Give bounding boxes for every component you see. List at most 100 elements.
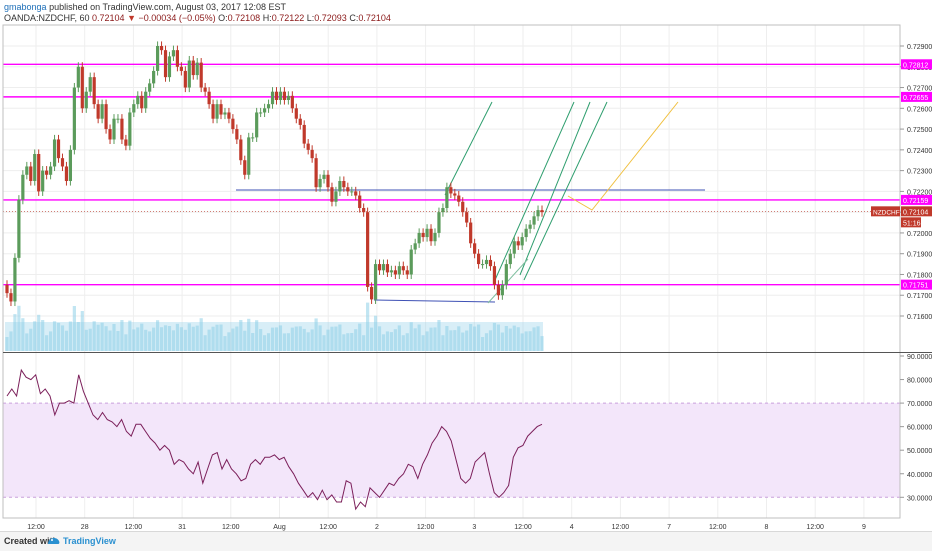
candle-body bbox=[302, 124, 306, 144]
candle-body bbox=[159, 46, 164, 51]
candle-body bbox=[445, 187, 449, 209]
volume-bar bbox=[274, 327, 279, 351]
candle-body bbox=[64, 166, 69, 182]
candle-body bbox=[366, 212, 370, 287]
open-value: 0.72108 bbox=[227, 13, 261, 23]
candle-body bbox=[5, 284, 9, 294]
volume-bar bbox=[433, 327, 437, 351]
level-price-tag bbox=[901, 91, 932, 102]
tradingview-brand-link[interactable]: TradingView bbox=[63, 536, 116, 546]
volume-bar bbox=[80, 311, 84, 351]
time-tick-label: 8 bbox=[765, 524, 769, 531]
candle-body bbox=[163, 50, 168, 78]
volume-bar bbox=[120, 320, 124, 351]
candle-body bbox=[421, 232, 425, 238]
candle-body bbox=[175, 50, 180, 67]
author-link[interactable]: gmabonga bbox=[4, 2, 47, 12]
candle-body bbox=[282, 91, 287, 101]
candle-body bbox=[231, 118, 235, 130]
candle-body bbox=[100, 104, 104, 119]
time-tick-label: 12:00 bbox=[319, 524, 337, 531]
published-text: published on TradingView.com, August 03,… bbox=[49, 2, 287, 12]
volume-bar bbox=[492, 322, 497, 351]
price-tick-label: 0.72000 bbox=[907, 231, 932, 238]
candle-body bbox=[465, 212, 469, 223]
volume-bar bbox=[262, 335, 267, 351]
volume-bar bbox=[21, 318, 25, 351]
symbol-tag bbox=[871, 206, 900, 217]
candle-body bbox=[155, 46, 160, 71]
level-price-label: 0.72655 bbox=[903, 95, 928, 102]
candle-body bbox=[72, 87, 76, 150]
volume-bar bbox=[219, 324, 223, 351]
volume-bar bbox=[294, 326, 298, 351]
candle-body bbox=[469, 222, 473, 244]
volume-bar bbox=[437, 320, 441, 351]
candle-body bbox=[350, 191, 354, 193]
candle-body bbox=[88, 77, 92, 92]
symbol-tag-label: NZDCHF bbox=[873, 209, 900, 216]
volume-bar bbox=[421, 335, 425, 351]
candle-body bbox=[112, 118, 116, 140]
candle-body bbox=[152, 70, 156, 84]
price-tick-label: 0.71900 bbox=[907, 252, 932, 259]
green-channel-line bbox=[444, 101, 493, 196]
candle-body bbox=[480, 264, 485, 266]
candles bbox=[5, 41, 544, 307]
volume-bar bbox=[457, 326, 461, 351]
volume-bar bbox=[373, 315, 378, 351]
volume-bar bbox=[68, 321, 73, 351]
close-value: 0.72104 bbox=[358, 13, 391, 23]
horizontal-levels[interactable] bbox=[3, 63, 900, 286]
candle-body bbox=[167, 56, 172, 78]
candle-body bbox=[195, 62, 199, 76]
candle-body bbox=[262, 108, 267, 113]
volume-bar bbox=[163, 325, 168, 351]
candle-body bbox=[342, 181, 346, 188]
price-tick-label: 0.71800 bbox=[907, 272, 932, 279]
candle-body bbox=[429, 228, 433, 242]
symbol-label[interactable]: OANDA:NZDCHF, 60 bbox=[4, 13, 90, 23]
level-price-tag bbox=[901, 59, 932, 70]
volume-bar bbox=[215, 324, 219, 351]
volume-bar bbox=[100, 322, 104, 351]
time-tick-label: 2 bbox=[375, 524, 379, 531]
volume-bar bbox=[96, 324, 100, 351]
volume-bar bbox=[191, 326, 195, 351]
price-tick-label: 0.72900 bbox=[907, 44, 932, 51]
volume-bar bbox=[76, 322, 80, 351]
candle-body bbox=[48, 166, 53, 175]
candle-body bbox=[29, 166, 33, 182]
volume-bar bbox=[239, 320, 243, 351]
volume-bar bbox=[251, 333, 255, 351]
rsi-band-fill bbox=[3, 403, 900, 498]
candle-body bbox=[314, 158, 318, 188]
volume-bar bbox=[449, 330, 453, 351]
level-price-label: 0.72812 bbox=[903, 62, 928, 69]
price-axis-labels: 0.72812 0.72655 0.72159 0.71751 NZDCHF 0.7210… bbox=[871, 59, 932, 290]
candle-body bbox=[187, 60, 191, 88]
volume-bar bbox=[397, 325, 401, 351]
volume-bar bbox=[429, 327, 433, 351]
candle-body bbox=[239, 139, 243, 161]
volume-bar bbox=[235, 326, 239, 351]
volume-bar bbox=[183, 329, 187, 351]
volume-bar bbox=[167, 326, 172, 351]
candle-body bbox=[21, 174, 25, 200]
volume-bar bbox=[413, 328, 417, 351]
candle-body bbox=[211, 104, 215, 119]
candle-body bbox=[92, 77, 96, 105]
trend-drawings[interactable] bbox=[236, 101, 705, 304]
time-tick-label: 12:00 bbox=[709, 524, 727, 531]
volume-bar bbox=[124, 334, 128, 351]
volume-bar bbox=[484, 333, 489, 351]
candle-body bbox=[536, 210, 540, 217]
countdown-tag bbox=[901, 217, 921, 228]
volume-bar bbox=[56, 322, 61, 351]
volume-bar bbox=[45, 335, 49, 351]
candle-body bbox=[492, 266, 497, 285]
volume-bar bbox=[362, 335, 366, 351]
candle-body bbox=[488, 259, 493, 267]
volume-bar bbox=[17, 305, 21, 351]
